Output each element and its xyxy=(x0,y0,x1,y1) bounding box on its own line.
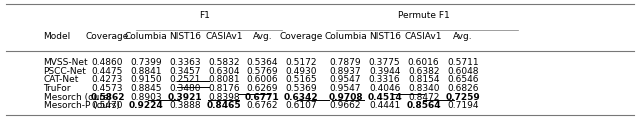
Text: 0.6269: 0.6269 xyxy=(246,84,278,93)
Text: 0.8841: 0.8841 xyxy=(130,67,162,76)
Text: 0.7259: 0.7259 xyxy=(445,93,480,102)
Text: Mesorch-P (ours): Mesorch-P (ours) xyxy=(44,101,120,110)
Text: Coverage: Coverage xyxy=(86,32,129,41)
Text: 0.8340: 0.8340 xyxy=(408,84,440,93)
Text: 0.8472: 0.8472 xyxy=(408,93,440,102)
Text: PSCC-Net: PSCC-Net xyxy=(44,67,86,76)
Text: CAT-Net: CAT-Net xyxy=(44,75,79,84)
Text: 0.9150: 0.9150 xyxy=(130,75,162,84)
Text: Avg.: Avg. xyxy=(253,32,272,41)
Text: 0.4046: 0.4046 xyxy=(369,84,401,93)
Text: NIST16: NIST16 xyxy=(169,32,201,41)
Text: 0.9708: 0.9708 xyxy=(328,93,363,102)
Text: 0.6342: 0.6342 xyxy=(284,93,318,102)
Text: 0.5832: 0.5832 xyxy=(208,58,240,67)
Text: Model: Model xyxy=(44,32,71,41)
Text: 0.7879: 0.7879 xyxy=(330,58,362,67)
Text: 0.8903: 0.8903 xyxy=(130,93,162,102)
Text: 0.6382: 0.6382 xyxy=(408,67,440,76)
Text: 0.8564: 0.8564 xyxy=(406,101,441,110)
Text: 0.3888: 0.3888 xyxy=(169,101,201,110)
Text: 0.4930: 0.4930 xyxy=(285,67,317,76)
Text: Columbia: Columbia xyxy=(324,32,367,41)
Text: 0.5172: 0.5172 xyxy=(285,58,317,67)
Text: 0.3944: 0.3944 xyxy=(369,67,401,76)
Text: CASIAv1: CASIAv1 xyxy=(205,32,243,41)
Text: 0.6762: 0.6762 xyxy=(246,101,278,110)
Text: 0.6826: 0.6826 xyxy=(447,84,479,93)
Text: 0.5769: 0.5769 xyxy=(246,67,278,76)
Text: Permute F1: Permute F1 xyxy=(398,11,449,20)
Text: 0.8176: 0.8176 xyxy=(208,84,240,93)
Text: 0.4273: 0.4273 xyxy=(92,75,124,84)
Text: 0.9547: 0.9547 xyxy=(330,84,362,93)
Text: 0.3457: 0.3457 xyxy=(169,67,201,76)
Text: 0.7194: 0.7194 xyxy=(447,101,479,110)
Text: 0.3363: 0.3363 xyxy=(169,58,201,67)
Text: 0.3316: 0.3316 xyxy=(369,75,401,84)
Text: 0.3921: 0.3921 xyxy=(168,93,202,102)
Text: 0.8398: 0.8398 xyxy=(208,93,240,102)
Text: 0.6771: 0.6771 xyxy=(245,93,280,102)
Text: 0.5364: 0.5364 xyxy=(246,58,278,67)
Text: CASIAv1: CASIAv1 xyxy=(405,32,442,41)
Text: NIST16: NIST16 xyxy=(369,32,401,41)
Text: Columbia: Columbia xyxy=(125,32,167,41)
Text: 0.9224: 0.9224 xyxy=(129,101,163,110)
Text: 0.5165: 0.5165 xyxy=(285,75,317,84)
Text: 0.8154: 0.8154 xyxy=(408,75,440,84)
Text: 0.3775: 0.3775 xyxy=(369,58,401,67)
Text: 0.4475: 0.4475 xyxy=(92,67,124,76)
Text: 0.5711: 0.5711 xyxy=(447,58,479,67)
Text: 0.4514: 0.4514 xyxy=(367,93,402,102)
Text: 0.7399: 0.7399 xyxy=(130,58,162,67)
Text: 0.4860: 0.4860 xyxy=(92,58,124,67)
Text: 0.6107: 0.6107 xyxy=(285,101,317,110)
Text: 0.9547: 0.9547 xyxy=(330,75,362,84)
Text: 0.6546: 0.6546 xyxy=(447,75,479,84)
Text: Coverage: Coverage xyxy=(279,32,323,41)
Text: 0.6016: 0.6016 xyxy=(408,58,440,67)
Text: 0.6304: 0.6304 xyxy=(208,67,240,76)
Text: 0.8937: 0.8937 xyxy=(330,67,362,76)
Text: Avg.: Avg. xyxy=(453,32,472,41)
Text: 0.6006: 0.6006 xyxy=(246,75,278,84)
Text: 0.8845: 0.8845 xyxy=(130,84,162,93)
Text: 0.6048: 0.6048 xyxy=(447,67,479,76)
Text: 0.5470: 0.5470 xyxy=(92,101,124,110)
Text: 0.4441: 0.4441 xyxy=(369,101,400,110)
Text: 0.5862: 0.5862 xyxy=(90,93,125,102)
Text: TruFor: TruFor xyxy=(44,84,71,93)
Text: 0.5369: 0.5369 xyxy=(285,84,317,93)
Text: 0.3480: 0.3480 xyxy=(169,84,201,93)
Text: 0.8465: 0.8465 xyxy=(207,101,241,110)
Text: 0.9662: 0.9662 xyxy=(330,101,362,110)
Text: 0.8081: 0.8081 xyxy=(208,75,240,84)
Text: MVSS-Net: MVSS-Net xyxy=(44,58,88,67)
Text: 0.2521: 0.2521 xyxy=(169,75,201,84)
Text: Mesorch (ours): Mesorch (ours) xyxy=(44,93,111,102)
Text: F1: F1 xyxy=(199,11,209,20)
Text: 0.4573: 0.4573 xyxy=(92,84,124,93)
